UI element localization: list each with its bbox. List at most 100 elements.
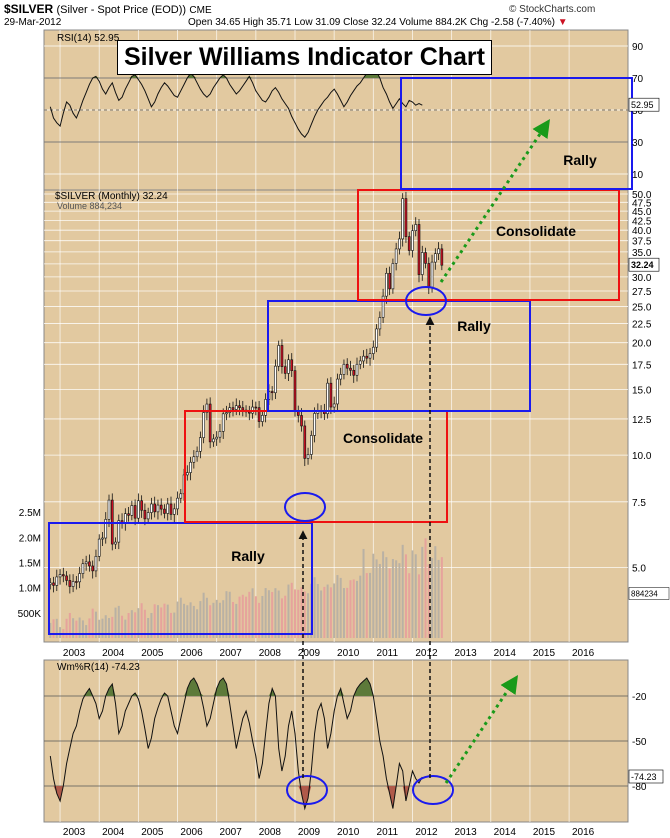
candle-body: [414, 224, 418, 231]
candle-body: [218, 431, 222, 438]
candle-body: [257, 407, 261, 422]
rsi-line: [49, 64, 423, 138]
volume-bar: [316, 584, 319, 638]
candle-body: [166, 503, 170, 514]
price-y-tick-27.5: 27.5: [632, 287, 652, 298]
volume-bar: [166, 604, 169, 638]
wmr-y-tick--50: -50: [632, 737, 647, 748]
volume-bar: [382, 551, 385, 638]
candle-body: [326, 382, 329, 414]
volume-bar: [264, 588, 267, 638]
x-tick-label-2003: 2003: [63, 648, 86, 659]
candle-body: [332, 403, 336, 408]
candle-body: [238, 405, 241, 408]
candle-body: [296, 411, 300, 416]
volume-bar: [427, 564, 430, 638]
x-tick-label-2014: 2014: [494, 648, 517, 659]
candle-body: [241, 407, 245, 411]
rsi-legend: RSI(14) 52.95: [57, 33, 120, 44]
volume-bar: [78, 617, 81, 638]
volume-bar: [179, 597, 182, 638]
volume-bar: [411, 550, 414, 638]
rsi-y-tick-10: 10: [632, 170, 644, 181]
volume-bar: [271, 591, 274, 638]
candle-body: [78, 573, 81, 583]
x-tick-label-2004: 2004: [102, 648, 125, 659]
price-y-tick-37.5: 37.5: [632, 237, 652, 248]
volume-bar: [55, 618, 58, 638]
volume-bar: [183, 603, 186, 638]
volume-bar: [65, 618, 68, 638]
annotation-box-5: [400, 77, 633, 190]
candle-body: [407, 236, 411, 251]
volume-bar: [342, 588, 345, 638]
candle-body: [143, 509, 147, 520]
volume-bar: [258, 602, 261, 638]
volume-bar: [160, 607, 163, 638]
x-tick-label-2016: 2016: [572, 648, 595, 659]
x-tick-label-bottom-2009: 2009: [298, 827, 321, 838]
rsi-y-tick-30: 30: [632, 138, 644, 149]
candle-body: [277, 345, 280, 367]
candle-body: [192, 456, 196, 463]
candle-body: [306, 454, 310, 459]
volume-bar: [235, 603, 238, 638]
ohlc-label: Open 34.65 High 35.71 Low 31.09 Close 32…: [188, 17, 568, 28]
volume-bar: [117, 605, 120, 638]
volume-bar: [372, 553, 375, 638]
price-last-box: [628, 257, 660, 272]
price-y-tick-17.5: 17.5: [632, 360, 652, 371]
candle-body: [417, 224, 421, 275]
candle-body: [313, 413, 316, 436]
candle-body: [401, 198, 404, 240]
candle-body: [248, 411, 251, 414]
exchange-label: CME: [189, 5, 212, 16]
volume-bar: [359, 575, 362, 638]
x-tick-label-bottom-2007: 2007: [220, 827, 243, 838]
candle-body: [163, 508, 166, 514]
date-label: 29-Mar-2012: [4, 17, 62, 28]
x-tick-label-bottom-2011: 2011: [377, 827, 399, 838]
price-y-tick-12.5: 12.5: [632, 415, 652, 426]
volume-bar: [215, 599, 218, 638]
volume-bar: [440, 557, 443, 638]
candle-body: [199, 437, 202, 452]
wmr-y-tick--20: -20: [632, 692, 647, 703]
volume-bar: [417, 574, 421, 638]
candle-body: [172, 508, 176, 515]
x-tick-label-bottom-2016: 2016: [572, 827, 595, 838]
candle-body: [81, 563, 85, 574]
candle-body: [358, 360, 362, 365]
volume-tick-2.5M: 2.5M: [19, 508, 41, 519]
candle-body: [430, 261, 434, 288]
volume-bar: [107, 618, 111, 638]
price-y-tick-35.0: 35.0: [632, 248, 652, 259]
volume-bar: [130, 610, 133, 638]
price-y-tick-30.0: 30.0: [632, 273, 652, 284]
x-tick-label-2009: 2009: [298, 648, 321, 659]
volume-bar: [267, 590, 270, 638]
price-y-tick-7.5: 7.5: [632, 498, 646, 509]
rsi-last-value-box: [628, 97, 660, 112]
volume-bar: [339, 577, 342, 638]
candle-body: [137, 500, 140, 519]
volume-bar: [333, 583, 336, 638]
volume-bar: [378, 563, 381, 638]
candle-body: [104, 519, 108, 539]
candle-body: [97, 538, 101, 557]
candle-body: [88, 561, 91, 567]
volume-legend: Volume 884,234: [57, 201, 122, 211]
volume-bar: [254, 596, 257, 638]
candle-body: [101, 537, 104, 540]
volume-bar: [189, 602, 192, 638]
candle-body: [65, 575, 68, 581]
candle-body: [195, 450, 199, 458]
highlight-ellipse-3: [286, 775, 328, 805]
volume-bar: [391, 559, 394, 638]
volume-bar: [156, 605, 159, 638]
rsi-last-value: 52.95: [631, 100, 654, 110]
candle-body: [254, 406, 258, 409]
volume-bar: [280, 598, 283, 638]
candle-body: [283, 366, 287, 374]
candle-body: [58, 574, 62, 578]
